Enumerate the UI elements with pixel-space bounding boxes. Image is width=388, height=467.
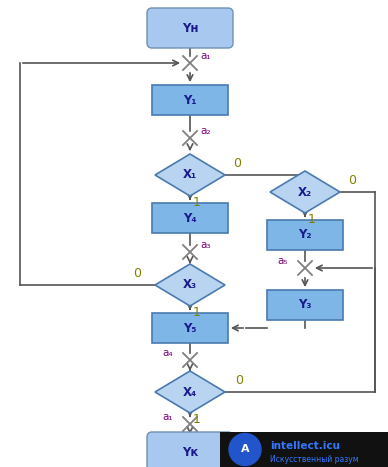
Bar: [267, 220, 343, 250]
Text: a₃: a₃: [200, 240, 211, 250]
Polygon shape: [270, 171, 340, 213]
Text: 1: 1: [308, 213, 316, 226]
Text: Yн: Yн: [182, 21, 198, 35]
Text: A: A: [241, 445, 249, 454]
Text: a₄: a₄: [162, 348, 173, 358]
Text: 0: 0: [133, 267, 141, 280]
Text: Искусственный разум: Искусственный разум: [270, 455, 359, 465]
Text: Y₃: Y₃: [298, 298, 312, 311]
Text: Y₂: Y₂: [298, 228, 312, 241]
Text: 1: 1: [193, 306, 201, 319]
Text: a₅: a₅: [277, 256, 288, 266]
Text: X₄: X₄: [183, 385, 197, 398]
Text: X₂: X₂: [298, 185, 312, 198]
Text: X₃: X₃: [183, 278, 197, 291]
Bar: [152, 85, 228, 115]
Bar: [152, 203, 228, 233]
Bar: [267, 290, 343, 320]
Text: 0: 0: [235, 374, 243, 387]
Text: 0: 0: [348, 174, 356, 187]
Text: a₁: a₁: [200, 51, 211, 61]
Text: 1: 1: [193, 196, 201, 209]
Text: a₁: a₁: [162, 412, 173, 422]
Text: Y₁: Y₁: [183, 93, 197, 106]
Polygon shape: [155, 371, 225, 413]
Text: intellect.icu: intellect.icu: [270, 441, 340, 451]
FancyBboxPatch shape: [147, 432, 233, 467]
Bar: [152, 313, 228, 343]
Text: Yк: Yк: [182, 446, 198, 459]
Text: Y₅: Y₅: [183, 321, 197, 334]
Text: X₁: X₁: [183, 169, 197, 182]
Bar: [220, 432, 388, 467]
Circle shape: [229, 433, 261, 466]
FancyBboxPatch shape: [147, 8, 233, 48]
Text: Y₄: Y₄: [183, 212, 197, 225]
Polygon shape: [155, 264, 225, 306]
Text: 1: 1: [193, 413, 201, 426]
Text: 0: 0: [233, 157, 241, 170]
Text: a₂: a₂: [200, 126, 211, 136]
Polygon shape: [155, 154, 225, 196]
